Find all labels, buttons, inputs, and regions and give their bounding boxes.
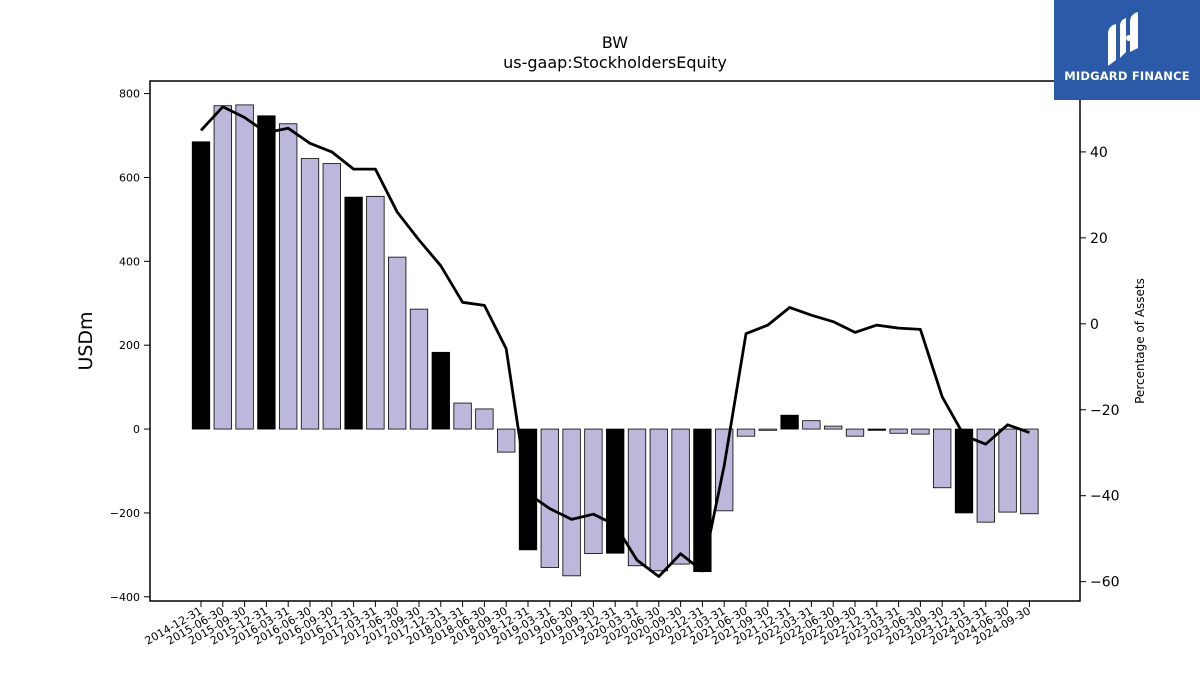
y2-tick-label: 20 [1090, 231, 1108, 247]
y2-tick-label: 0 [1090, 317, 1099, 333]
y-axis-label: USDm [75, 311, 97, 370]
bar-2017-12-31 [431, 351, 450, 430]
bar-2018-03-31 [453, 402, 472, 430]
y2-axis: −60 −40 −20 0 20 40 [1080, 145, 1120, 591]
bar-2022-09-30 [845, 428, 865, 437]
bar-2023-12-31 [954, 428, 974, 514]
bar-2018-06-30 [475, 408, 494, 430]
bar-2021-12-31 [780, 414, 799, 430]
bar-2015-12-31 [257, 115, 276, 430]
bar-2022-12-31 [867, 428, 886, 431]
bar-2021-06-30 [736, 428, 756, 437]
bar-2023-06-30 [911, 428, 930, 435]
bar-2024-03-31 [976, 428, 995, 523]
y-axis: −400 −200 0 200 400 600 800 [110, 88, 150, 604]
bar-series [191, 104, 1039, 577]
y2-axis-label: Percentage of Assets [1133, 278, 1147, 404]
bar-2020-03-31 [627, 428, 647, 567]
bar-2019-09-30 [584, 428, 603, 555]
chart-subtitle: us-gaap:StockholdersEquity [503, 53, 727, 72]
bar-2023-03-31 [889, 428, 908, 434]
bar-2018-09-30 [497, 428, 516, 453]
x-axis: 2014-12-312015-06-302015-09-302015-12-31… [143, 601, 1033, 648]
bar-2020-06-30 [649, 428, 668, 572]
bar-2017-09-30 [409, 308, 429, 430]
bar-2014-12-31 [191, 141, 211, 430]
bar-2016-06-30 [300, 158, 320, 430]
bar-2016-12-31 [344, 196, 363, 430]
bar-2024-06-30 [998, 428, 1017, 513]
y-tick-label: 200 [119, 339, 140, 352]
bar-2017-06-30 [388, 256, 407, 430]
bar-2015-06-30 [213, 105, 232, 430]
bar-2022-03-31 [802, 420, 821, 430]
y-tick-label: −200 [110, 507, 140, 520]
logo-text: MIDGARD FINANCE [1064, 69, 1190, 83]
bar-2016-03-31 [279, 123, 298, 430]
y-tick-label: 0 [133, 423, 140, 436]
chart-title: BW [602, 33, 628, 52]
bar-2020-09-30 [671, 428, 690, 565]
bar-2022-06-30 [824, 425, 843, 430]
y-tick-label: 400 [119, 255, 140, 268]
bar-2015-09-30 [235, 104, 254, 430]
y-tick-label: 800 [119, 88, 140, 101]
midgard-logo-icon [1108, 12, 1138, 66]
bar-2023-09-30 [933, 428, 952, 489]
y2-tick-label: −40 [1090, 489, 1120, 505]
y2-tick-label: 40 [1090, 145, 1108, 161]
bar-2024-09-30 [1020, 428, 1039, 515]
brand-logo: MIDGARD FINANCE [1054, 0, 1200, 100]
bar-2019-03-31 [540, 428, 559, 568]
bar-2016-09-30 [322, 163, 341, 430]
bar-2021-09-30 [758, 428, 777, 431]
line-series [199, 105, 1030, 578]
y-tick-label: −400 [110, 591, 140, 604]
percentage-of-assets-line [199, 105, 1030, 578]
bar-2019-06-30 [562, 428, 581, 577]
y2-tick-label: −60 [1090, 575, 1120, 591]
y2-tick-label: −20 [1090, 403, 1120, 419]
bar-2020-12-31 [693, 428, 712, 573]
y-tick-label: 600 [119, 171, 140, 184]
bar-2017-03-31 [366, 195, 385, 430]
